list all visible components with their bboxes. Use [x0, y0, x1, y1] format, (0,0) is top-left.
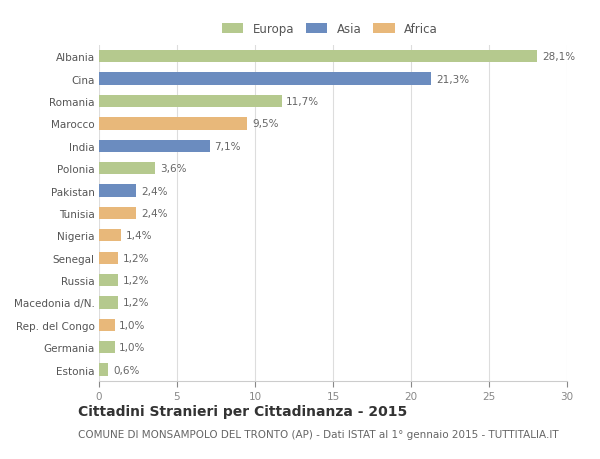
Bar — [99, 274, 118, 286]
Text: 1,0%: 1,0% — [119, 342, 146, 353]
Text: 11,7%: 11,7% — [286, 97, 319, 107]
Text: 21,3%: 21,3% — [436, 74, 469, 84]
Legend: Europa, Asia, Africa: Europa, Asia, Africa — [218, 20, 442, 39]
Bar — [99, 319, 115, 331]
Bar — [99, 118, 247, 130]
Text: 7,1%: 7,1% — [214, 141, 241, 151]
Text: 1,2%: 1,2% — [122, 298, 149, 308]
Text: 0,6%: 0,6% — [113, 365, 139, 375]
Bar — [99, 185, 136, 197]
Bar — [99, 341, 115, 353]
Text: 2,4%: 2,4% — [141, 208, 167, 218]
Bar — [99, 51, 538, 63]
Text: 1,2%: 1,2% — [122, 253, 149, 263]
Text: 9,5%: 9,5% — [252, 119, 278, 129]
Bar — [99, 252, 118, 264]
Bar — [99, 95, 281, 108]
Text: 28,1%: 28,1% — [542, 52, 575, 62]
Text: 1,0%: 1,0% — [119, 320, 146, 330]
Bar — [99, 207, 136, 219]
Text: 2,4%: 2,4% — [141, 186, 167, 196]
Bar — [99, 230, 121, 242]
Text: 3,6%: 3,6% — [160, 164, 187, 174]
Bar — [99, 140, 210, 152]
Bar — [99, 162, 155, 175]
Text: Cittadini Stranieri per Cittadinanza - 2015: Cittadini Stranieri per Cittadinanza - 2… — [78, 404, 407, 418]
Bar — [99, 297, 118, 309]
Bar — [99, 364, 109, 376]
Text: 1,2%: 1,2% — [122, 275, 149, 285]
Text: COMUNE DI MONSAMPOLO DEL TRONTO (AP) - Dati ISTAT al 1° gennaio 2015 - TUTTITALI: COMUNE DI MONSAMPOLO DEL TRONTO (AP) - D… — [78, 429, 559, 439]
Bar — [99, 73, 431, 85]
Text: 1,4%: 1,4% — [125, 231, 152, 241]
